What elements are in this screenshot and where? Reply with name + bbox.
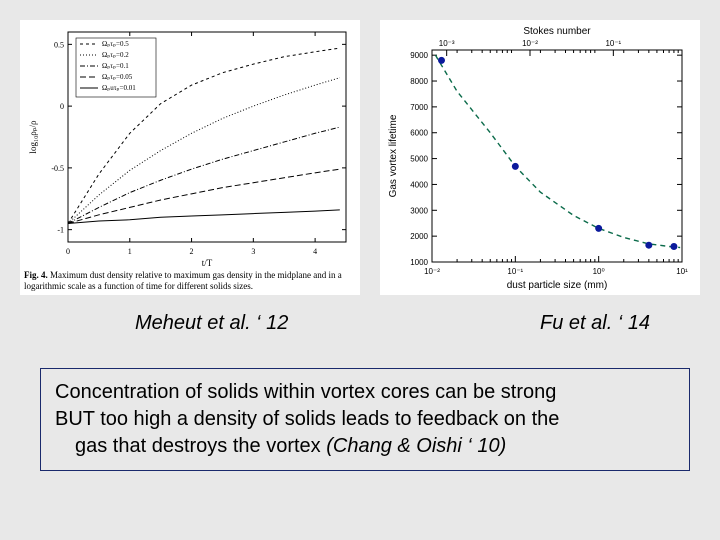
- svg-text:1: 1: [128, 247, 132, 256]
- svg-text:7000: 7000: [410, 103, 428, 112]
- svg-text:1000: 1000: [410, 258, 428, 267]
- svg-text:Ωₚτₚ=0.2: Ωₚτₚ=0.2: [102, 51, 129, 59]
- svg-text:10⁰: 10⁰: [593, 267, 605, 276]
- caption-line3-italic: (Chang & Oishi ‘ 10): [326, 435, 506, 457]
- left-chart-svg: 0 1 2 3 4 -1 -0.5 0 0.5 t/T log₁₀ρₚ/ρ Ωₚτₚ=0.5 Ωₚτₚ=…: [20, 20, 360, 295]
- svg-text:Stokes number: Stokes number: [523, 26, 591, 37]
- caption-line3: gas that destroys the vortex (Chang & Oi…: [55, 433, 675, 460]
- fig-caption-text: Maximum dust density relative to maximum…: [24, 270, 342, 290]
- svg-text:9000: 9000: [410, 51, 428, 60]
- svg-text:10⁻²: 10⁻²: [424, 267, 440, 276]
- svg-text:0: 0: [60, 102, 64, 111]
- svg-text:3000: 3000: [410, 206, 428, 215]
- svg-text:-1: -1: [57, 226, 64, 235]
- svg-text:Ωₚτₚ=0.1: Ωₚτₚ=0.1: [102, 62, 129, 70]
- caption-line3-plain: gas that destroys the vortex: [75, 435, 326, 457]
- svg-text:Ωₚuτₚ=0.01: Ωₚuτₚ=0.01: [102, 84, 136, 92]
- svg-text:0: 0: [66, 247, 70, 256]
- caption-but: BUT: [55, 408, 95, 430]
- svg-text:10⁻²: 10⁻²: [522, 39, 538, 48]
- svg-text:0.5: 0.5: [54, 40, 64, 49]
- caption-line2: BUT too high a density of solids leads t…: [55, 406, 675, 433]
- svg-text:6000: 6000: [410, 129, 428, 138]
- svg-text:-0.5: -0.5: [51, 164, 64, 173]
- caption-line1: Concentration of solids within vortex co…: [55, 379, 675, 406]
- left-figure-caption: Fig. 4. Maximum dust density relative to…: [24, 270, 356, 291]
- svg-text:t/T: t/T: [202, 258, 213, 268]
- citation-left: Meheut et al. ‘ 12: [135, 312, 288, 335]
- svg-text:4000: 4000: [410, 180, 428, 189]
- left-chart-panel: 0 1 2 3 4 -1 -0.5 0 0.5 t/T log₁₀ρₚ/ρ Ωₚτₚ=0.5 Ωₚτₚ=…: [20, 20, 360, 295]
- svg-text:Ωₚτₚ=0.05: Ωₚτₚ=0.05: [102, 73, 133, 81]
- svg-text:8000: 8000: [410, 77, 428, 86]
- right-chart-svg: 10⁻² 10⁻¹ 10⁰ 10¹ 1000 2000 3000 4000 5000 6000 70…: [380, 20, 700, 295]
- svg-text:log₁₀ρₚ/ρ: log₁₀ρₚ/ρ: [28, 120, 38, 154]
- svg-text:Gas vortex lifetime: Gas vortex lifetime: [388, 114, 399, 197]
- citation-right: Fu et al. ‘ 14: [540, 312, 650, 335]
- svg-text:2: 2: [190, 247, 194, 256]
- svg-text:10⁻¹: 10⁻¹: [507, 267, 523, 276]
- right-chart-panel: 10⁻² 10⁻¹ 10⁰ 10¹ 1000 2000 3000 4000 5000 6000 70…: [380, 20, 700, 295]
- svg-text:10¹: 10¹: [676, 267, 688, 276]
- svg-text:Ωₚτₚ=0.5: Ωₚτₚ=0.5: [102, 40, 129, 48]
- caption-line2-rest: too high a density of solids leads to fe…: [95, 408, 560, 430]
- caption-box: Concentration of solids within vortex co…: [40, 368, 690, 471]
- svg-text:2000: 2000: [410, 232, 428, 241]
- svg-text:4: 4: [313, 247, 317, 256]
- fig-label: Fig. 4.: [24, 270, 48, 280]
- svg-text:3: 3: [251, 247, 255, 256]
- svg-text:10⁻³: 10⁻³: [439, 39, 455, 48]
- svg-text:5000: 5000: [410, 155, 428, 164]
- svg-text:dust particle size (mm): dust particle size (mm): [507, 280, 608, 291]
- svg-text:10⁻¹: 10⁻¹: [605, 39, 621, 48]
